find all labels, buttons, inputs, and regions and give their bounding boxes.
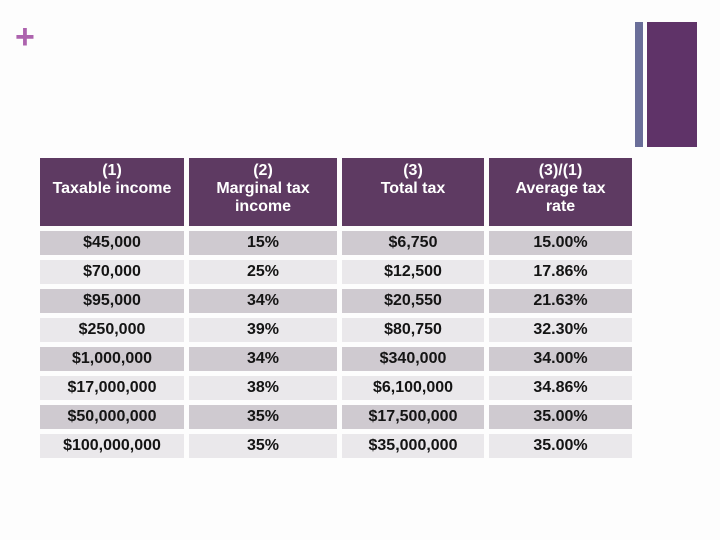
column-label-line: Taxable income [52, 180, 172, 197]
column-label-line: Average tax [515, 180, 606, 197]
column-header-marginal-tax: (2) Marginal tax income [189, 158, 337, 226]
table-row: $45,000 15% $6,750 15.00% [40, 231, 632, 255]
table-row: $95,000 34% $20,550 21.63% [40, 289, 632, 313]
cell-marginal-rate: 25% [189, 260, 337, 284]
cell-taxable-income: $70,000 [40, 260, 184, 284]
column-number: (3) [403, 162, 423, 179]
cell-taxable-income: $95,000 [40, 289, 184, 313]
cell-average-rate: 21.63% [489, 289, 632, 313]
column-label-line: Marginal tax [216, 180, 310, 197]
column-number: (1) [102, 162, 122, 179]
table-row: $1,000,000 34% $340,000 34.00% [40, 347, 632, 371]
cell-average-rate: 34.00% [489, 347, 632, 371]
cell-total-tax: $6,100,000 [342, 376, 484, 400]
cell-average-rate: 35.00% [489, 405, 632, 429]
table-row: $100,000,000 35% $35,000,000 35.00% [40, 434, 632, 458]
cell-total-tax: $17,500,000 [342, 405, 484, 429]
column-number: (2) [253, 162, 273, 179]
slate-accent-bar [635, 22, 643, 147]
column-header-taxable-income: (1) Taxable income [40, 158, 184, 226]
cell-marginal-rate: 15% [189, 231, 337, 255]
cell-taxable-income: $45,000 [40, 231, 184, 255]
cell-marginal-rate: 39% [189, 318, 337, 342]
cell-marginal-rate: 34% [189, 347, 337, 371]
cell-taxable-income: $17,000,000 [40, 376, 184, 400]
cell-marginal-rate: 34% [189, 289, 337, 313]
cell-marginal-rate: 38% [189, 376, 337, 400]
cell-average-rate: 34.86% [489, 376, 632, 400]
column-header-average-tax-rate: (3)/(1) Average tax rate [489, 158, 632, 226]
column-label-line: Total tax [380, 180, 446, 197]
cell-total-tax: $6,750 [342, 231, 484, 255]
cell-total-tax: $20,550 [342, 289, 484, 313]
cell-average-rate: 17.86% [489, 260, 632, 284]
column-header-total-tax: (3) Total tax [342, 158, 484, 226]
cell-marginal-rate: 35% [189, 434, 337, 458]
cell-taxable-income: $1,000,000 [40, 347, 184, 371]
table-row: $17,000,000 38% $6,100,000 34.86% [40, 376, 632, 400]
cell-marginal-rate: 35% [189, 405, 337, 429]
cell-total-tax: $12,500 [342, 260, 484, 284]
column-label-line: income [234, 198, 291, 215]
table-row: $50,000,000 35% $17,500,000 35.00% [40, 405, 632, 429]
column-label-line: rate [545, 198, 576, 215]
cell-average-rate: 15.00% [489, 231, 632, 255]
cell-total-tax: $340,000 [342, 347, 484, 371]
table-row: $250,000 39% $80,750 32.30% [40, 318, 632, 342]
cell-taxable-income: $100,000,000 [40, 434, 184, 458]
plus-icon: + [15, 18, 35, 56]
table-row: $70,000 25% $12,500 17.86% [40, 260, 632, 284]
cell-average-rate: 35.00% [489, 434, 632, 458]
column-number: (3)/(1) [538, 162, 583, 179]
tax-table: (1) Taxable income (2) Marginal tax inco… [35, 153, 637, 463]
cell-taxable-income: $250,000 [40, 318, 184, 342]
cell-total-tax: $80,750 [342, 318, 484, 342]
cell-average-rate: 32.30% [489, 318, 632, 342]
purple-accent-block [647, 22, 697, 147]
header-row: (1) Taxable income (2) Marginal tax inco… [40, 158, 632, 226]
cell-taxable-income: $50,000,000 [40, 405, 184, 429]
cell-total-tax: $35,000,000 [342, 434, 484, 458]
